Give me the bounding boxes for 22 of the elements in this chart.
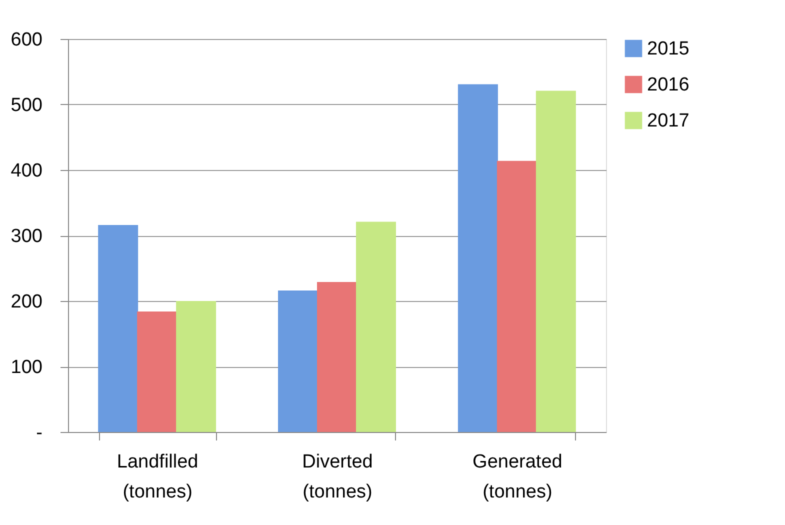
y-tick-label: 200 — [10, 292, 42, 312]
legend-label: 2016 — [647, 74, 690, 96]
y-tick-label: 100 — [10, 357, 42, 378]
x-tick-label: Generated (tonnes) — [472, 452, 562, 502]
bar — [496, 160, 537, 432]
y-tick-label: 600 — [10, 30, 42, 50]
bar — [98, 225, 138, 432]
bar — [317, 282, 357, 432]
bar — [458, 84, 498, 432]
bar — [536, 90, 576, 432]
bar — [356, 222, 396, 432]
bar — [278, 290, 318, 432]
y-tick-label: - — [36, 422, 42, 444]
bar — [137, 311, 178, 432]
x-tick-label: Landfilled (tonnes) — [116, 452, 198, 502]
y-tick-label: 500 — [10, 95, 42, 116]
legend-label: 2017 — [647, 110, 690, 132]
bar — [176, 301, 216, 432]
legend-label: 2015 — [647, 38, 690, 60]
x-tick-label: Diverted (tonnes) — [302, 452, 373, 502]
y-tick-label: 300 — [10, 226, 42, 247]
y-tick-label: 400 — [10, 160, 42, 182]
